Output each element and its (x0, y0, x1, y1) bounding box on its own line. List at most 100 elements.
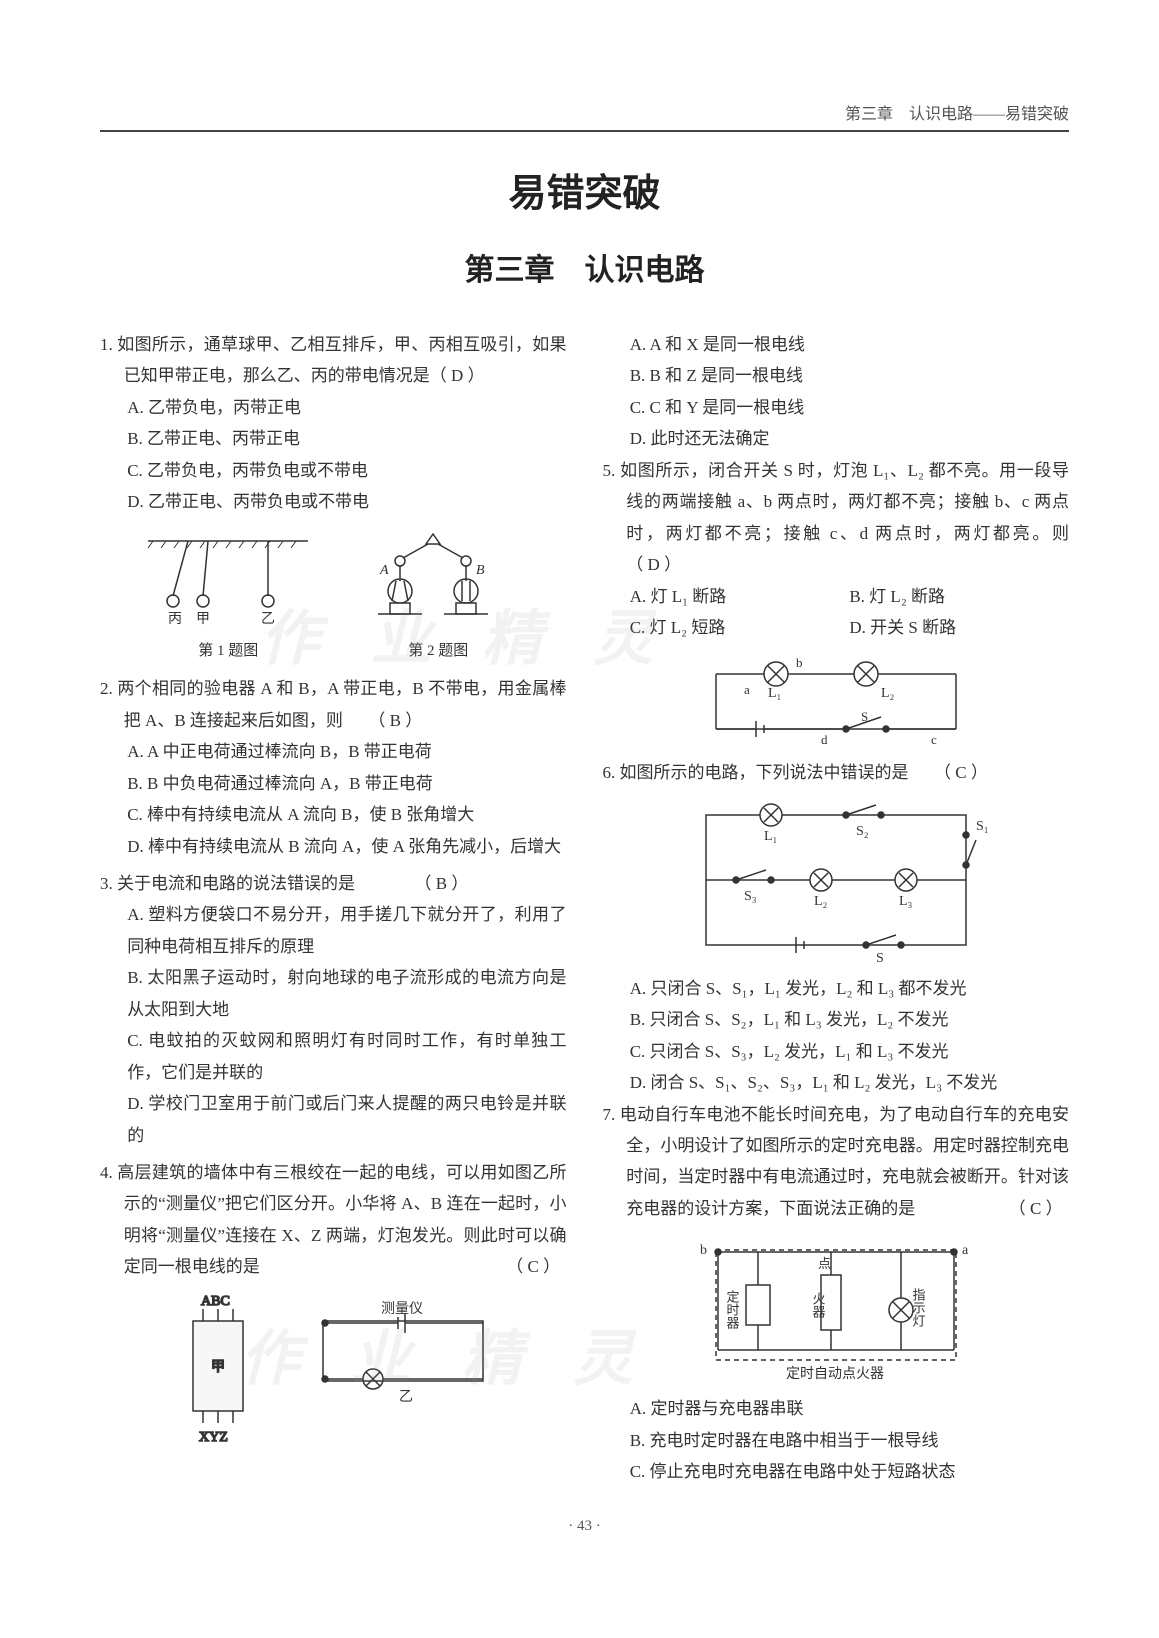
q6-opt-a: A. 只闭合 S、S₁，L₁ 发光，L₂ 和 L₃ 都不发光 (603, 973, 1070, 1004)
q7-opt-a: A. 定时器与充电器串联 (603, 1393, 1070, 1424)
q2-opt-b: B. B 中负电荷通过棒流向 A，B 带正电荷 (100, 768, 567, 799)
svg-text:点: 点 (818, 1256, 831, 1271)
svg-text:S₃: S₃ (744, 889, 757, 904)
svg-text:甲: 甲 (196, 612, 210, 627)
svg-text:B: B (476, 563, 485, 578)
q4-opt-d: D. 此时还无法确定 (603, 423, 1070, 454)
q1-text: 1. 如图所示，通草球甲、乙相互排斥，甲、丙相互吸引，如果已知甲带正电，那么乙、… (100, 329, 567, 392)
fig4-yi-label: 乙 (399, 1389, 413, 1405)
q4-opt-c: C. C 和 Y 是同一根电线 (603, 392, 1070, 423)
q6-num: 6. (603, 763, 616, 782)
q7-opt-c: C. 停止充电时充电器在电路中处于短路状态 (603, 1456, 1070, 1487)
fig6-svg: L₁ S₂ S₁ S₃ L₂ L₃ S (676, 795, 996, 965)
header-rule (100, 130, 1069, 132)
fig1-caption: 第 1 题图 (138, 638, 318, 666)
q3-num: 3. (100, 874, 113, 893)
svg-text:a: a (744, 682, 750, 697)
svg-text:b: b (700, 1243, 707, 1258)
q6-body: 如图所示的电路，下列说法中错误的是 （ C ） (620, 763, 988, 782)
q5-opts-row2: C. 灯 L₂ 短路 D. 开关 S 断路 (603, 612, 1070, 643)
q5-body: 如图所示，闭合开关 S 时，灯泡 L₁、L₂ 都不亮。用一段导线的两端接触 a、… (620, 461, 1159, 574)
two-column-layout: 1. 如图所示，通草球甲、乙相互排斥，甲、丙相互吸引，如果已知甲带正电，那么乙、… (100, 329, 1069, 1488)
q1-opt-c: C. 乙带负电，丙带负电或不带电 (100, 455, 567, 486)
q3-body: 关于电流和电路的说法错误的是 （ B ） (117, 874, 468, 893)
q4-body: 高层建筑的墙体中有三根绞在一起的电线，可以用如图乙所示的“测量仪”把它们区分开。… (117, 1163, 566, 1276)
q7-num: 7. (603, 1105, 616, 1124)
q1-body: 如图所示，通草球甲、乙相互排斥，甲、丙相互吸引，如果已知甲带正电，那么乙、丙的带… (117, 335, 566, 385)
q6-text: 6. 如图所示的电路，下列说法中错误的是 （ C ） (603, 757, 1070, 788)
svg-text:S: S (876, 951, 884, 965)
figure-6: L₁ S₂ S₁ S₃ L₂ L₃ S (603, 795, 1070, 965)
q6-opt-c: C. 只闭合 S、S₃，L₂ 发光，L₁ 和 L₃ 不发光 (603, 1036, 1070, 1067)
right-column: A. A 和 X 是同一根电线 B. B 和 Z 是同一根电线 C. C 和 Y… (603, 329, 1070, 1488)
q2-opt-d: D. 棒中有持续电流从 B 流向 A，使 A 张角先减小，后增大 (100, 831, 567, 862)
q2-opt-c: C. 棒中有持续电流从 A 流向 B，使 B 张角增大 (100, 799, 567, 830)
svg-text:c: c (931, 732, 937, 747)
figure-4-row: ABC 甲 XYZ (100, 1291, 567, 1451)
fig4r-svg: 测量仪 乙 (303, 1291, 503, 1411)
q1-opt-d: D. 乙带正电、丙带负电或不带电 (100, 486, 567, 517)
question-5: 5. 如图所示，闭合开关 S 时，灯泡 L₁、L₂ 都不亮。用一段导线的两端接触… (603, 455, 1070, 644)
q3-opt-b: B. 太阳黑子运动时，射向地球的电子流形成的电流方向是从太阳到大地 (100, 962, 567, 1025)
q5-opts-row1: A. 灯 L₁ 断路 B. 灯 L₂ 断路 (603, 581, 1070, 612)
q5-text: 5. 如图所示，闭合开关 S 时，灯泡 L₁、L₂ 都不亮。用一段导线的两端接触… (603, 455, 1070, 581)
question-7: 7. 电动自行车电池不能长时间充电，为了电动自行车的充电安全，小明设计了如图所示… (603, 1099, 1070, 1225)
question-2: 2. 两个相同的验电器 A 和 B，A 带正电，B 不带电，用金属棒把 A、B … (100, 673, 567, 862)
fig1-svg: 丙 甲 乙 (138, 526, 318, 636)
q4-text: 4. 高层建筑的墙体中有三根绞在一起的电线，可以用如图乙所示的“测量仪”把它们区… (100, 1157, 567, 1283)
left-column: 1. 如图所示，通草球甲、乙相互排斥，甲、丙相互吸引，如果已知甲带正电，那么乙、… (100, 329, 567, 1488)
svg-text:火器: 火器 (810, 1292, 825, 1319)
svg-text:丙: 丙 (168, 612, 182, 627)
q4-opt-b: B. B 和 Z 是同一根电线 (603, 360, 1070, 391)
q5-opt-d: D. 开关 S 断路 (849, 612, 1069, 643)
question-4: 4. 高层建筑的墙体中有三根绞在一起的电线，可以用如图乙所示的“测量仪”把它们区… (100, 1157, 567, 1283)
page-subtitle: 第三章 认识电路 (100, 245, 1069, 289)
q7-text: 7. 电动自行车电池不能长时间充电，为了电动自行车的充电安全，小明设计了如图所示… (603, 1099, 1070, 1225)
q6-opt-b: B. 只闭合 S、S₂，L₁ 和 L₃ 发光，L₂ 不发光 (603, 1004, 1070, 1035)
figure-1-2-row: 丙 甲 乙 第 1 题图 (100, 526, 567, 666)
q2-opt-a: A. A 中正电荷通过棒流向 B，B 带正电荷 (100, 736, 567, 767)
svg-text:L₂: L₂ (881, 686, 895, 701)
svg-text:a: a (962, 1243, 969, 1258)
svg-text:d: d (821, 732, 828, 747)
svg-text:S₂: S₂ (856, 824, 869, 839)
breadcrumb: 第三章 认识电路——易错突破 (100, 100, 1069, 124)
fig2-svg: A B (348, 526, 528, 636)
q6-opt-d: D. 闭合 S、S₁、S₂、S₃，L₁ 和 L₂ 发光，L₃ 不发光 (603, 1067, 1070, 1098)
svg-text:L₁: L₁ (764, 829, 777, 844)
q3-opt-d: D. 学校门卫室用于前门或后门来人提醒的两只电铃是并联的 (100, 1088, 567, 1151)
q5-num: 5. (603, 461, 616, 480)
svg-text:S₁: S₁ (976, 819, 989, 834)
q5-opt-a: A. 灯 L₁ 断路 (630, 581, 850, 612)
q4-opt-a: A. A 和 X 是同一根电线 (603, 329, 1070, 360)
page-number: · 43 · (100, 1518, 1069, 1535)
fig4-abc-label: ABC (201, 1294, 230, 1309)
fig4-meter-label: 测量仪 (381, 1301, 423, 1317)
svg-text:L₁: L₁ (768, 686, 781, 701)
q5-opt-b: B. 灯 L₂ 断路 (849, 581, 1069, 612)
q7-body: 电动自行车电池不能长时间充电，为了电动自行车的充电安全，小明设计了如图所示的定时… (620, 1105, 1069, 1218)
svg-text:b: b (796, 655, 803, 670)
q1-opt-a: A. 乙带负电，丙带正电 (100, 392, 567, 423)
figure-4-left: ABC 甲 XYZ (163, 1291, 273, 1451)
q1-opt-b: B. 乙带正电、丙带正电 (100, 423, 567, 454)
svg-text:XYZ: XYZ (199, 1430, 228, 1445)
svg-text:A: A (379, 563, 389, 578)
q3-opt-c: C. 电蚊拍的灭蚊网和照明灯有时同时工作，有时单独工作，它们是并联的 (100, 1025, 567, 1088)
svg-text:指示灯: 指示灯 (910, 1288, 925, 1328)
svg-text:乙: 乙 (261, 611, 275, 627)
q2-text: 2. 两个相同的验电器 A 和 B，A 带正电，B 不带电，用金属棒把 A、B … (100, 673, 567, 736)
fig7-bottom-label: 定时自动点火器 (786, 1366, 884, 1382)
svg-text:甲: 甲 (211, 1360, 225, 1375)
q4-num: 4. (100, 1163, 113, 1182)
q2-num: 2. (100, 679, 113, 698)
figure-7: b a 点 火器 定时器 指示灯 定时自动点火器 (603, 1230, 1070, 1385)
q1-num: 1. (100, 335, 113, 354)
q7-opt-b: B. 充电时定时器在电路中相当于一根导线 (603, 1425, 1070, 1456)
q5-opt-c: C. 灯 L₂ 短路 (630, 612, 850, 643)
q2-body: 两个相同的验电器 A 和 B，A 带正电，B 不带电，用金属棒把 A、B 连接起… (117, 679, 566, 729)
q3-text: 3. 关于电流和电路的说法错误的是 （ B ） (100, 868, 567, 899)
svg-text:L₂: L₂ (814, 894, 828, 909)
figure-1: 丙 甲 乙 第 1 题图 (138, 526, 318, 666)
figure-2: A B 第 2 题图 (348, 526, 528, 666)
